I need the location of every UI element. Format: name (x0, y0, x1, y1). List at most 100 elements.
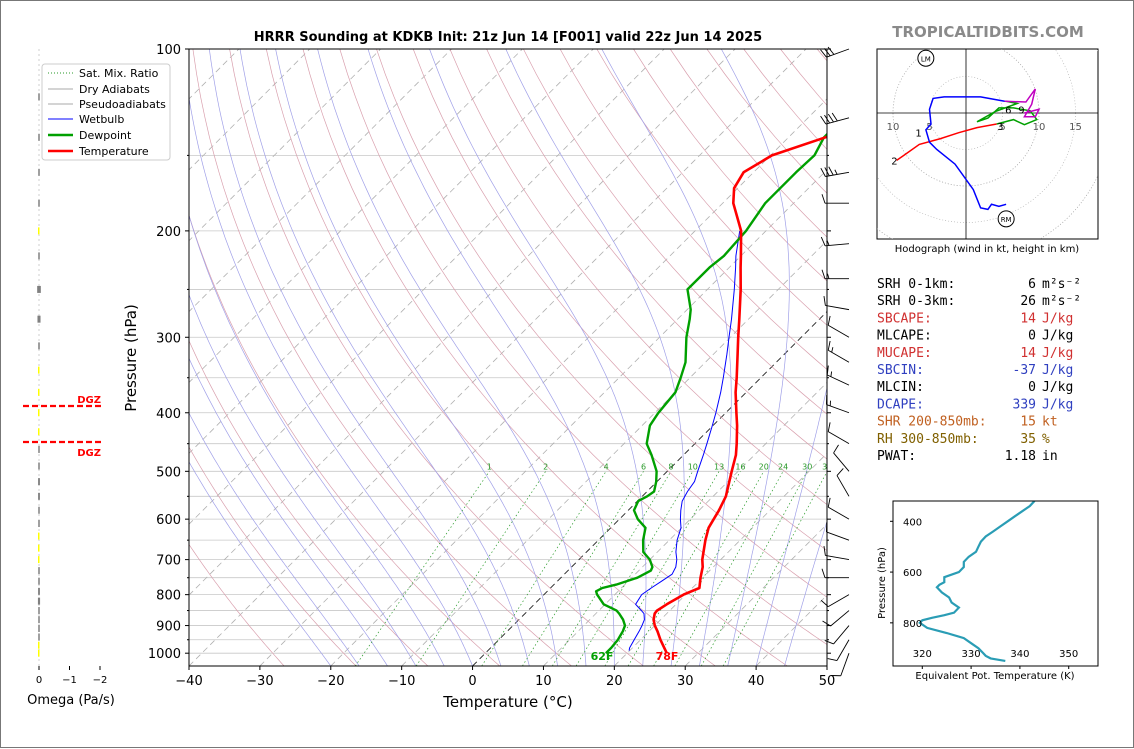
omega-bar (38, 545, 40, 552)
pseudoadiabat (209, 49, 501, 666)
index-unit: m²s⁻² (1042, 294, 1081, 309)
index-label: SHR 200-850mb: (877, 415, 987, 430)
omega-bar (38, 409, 40, 416)
wind-barb-staff (826, 532, 849, 540)
hodo-tick-label: 10 (1033, 122, 1046, 133)
x-tick-label: 20 (606, 674, 623, 689)
wind-barb (828, 316, 849, 337)
mixing-ratio-label: 16 (735, 462, 745, 471)
index-value: 35 (1020, 432, 1036, 447)
omega-bar (38, 93, 40, 100)
wind-barb-half-flag (832, 347, 833, 352)
index-unit: J/kg (1042, 311, 1073, 326)
wind-barb (834, 445, 849, 471)
index-unit: J/kg (1042, 329, 1073, 344)
wind-barb (821, 113, 849, 124)
skewt-frame (189, 49, 827, 666)
pseudoadiabat (318, 49, 586, 666)
y-tick-label: 500 (156, 465, 181, 480)
wind-barb-staff (825, 305, 849, 309)
wind-barb-flag (828, 422, 830, 431)
wind-barb-half-flag (828, 274, 830, 279)
omega-bar (38, 633, 40, 640)
index-value: 6 (1028, 277, 1036, 292)
x-tick-label: −10 (388, 674, 415, 689)
wind-barb-staff (841, 653, 849, 676)
pseudoadiabat (183, 49, 473, 666)
index-value: 0 (1028, 380, 1036, 395)
wind-barb-staff (834, 626, 849, 644)
index-label: PWAT: (877, 449, 916, 464)
omega-bar (38, 389, 40, 396)
mixing-ratio-label: 20 (759, 462, 769, 471)
pseudoadiabat (276, 49, 558, 666)
hodo-height-label: 6 (1005, 105, 1011, 116)
index-label: RH 300-850mb: (877, 432, 979, 447)
wind-barb-flag (824, 546, 825, 555)
legend-item-dewpoint: Dewpoint (79, 129, 132, 142)
omega-bar (38, 507, 40, 514)
wind-barb (826, 395, 849, 413)
omega-bar (38, 520, 40, 527)
wind-barb-staff (828, 507, 849, 519)
hodograph-caption: Hodograph (wind in kt, height in km) (895, 244, 1080, 255)
wind-barb-flag (822, 569, 825, 578)
index-unit: J/kg (1042, 397, 1073, 412)
omega-bar (38, 227, 40, 234)
legend-item-mixratio: Sat. Mix. Ratio (79, 67, 159, 80)
theta-e-frame (893, 501, 1098, 666)
y-tick-label: 900 (156, 620, 181, 635)
wind-barb-half-flag (831, 371, 832, 376)
index-unit: % (1042, 432, 1050, 447)
wind-barb (828, 341, 849, 362)
chart-title: HRRR Sounding at KDKB Init: 21z Jun 14 [… (254, 30, 762, 45)
wind-barb (821, 237, 849, 246)
theta-e-xlabel: Equivalent Pot. Temperature (K) (915, 671, 1074, 682)
x-tick-label: 10 (535, 674, 552, 689)
x-tick-label: −20 (317, 674, 344, 689)
mixing-ratio-line (675, 471, 783, 666)
dry-adiabat (156, 49, 500, 666)
wind-barb (828, 498, 849, 519)
omega-tick-label: −2 (93, 675, 108, 686)
wind-barb (824, 546, 849, 560)
omega-axis-label: Omega (Pa/s) (27, 693, 115, 708)
wind-barb-flag (821, 237, 825, 246)
index-unit: in (1042, 449, 1058, 464)
mixing-ratio-label: 30 (802, 462, 812, 471)
wind-barb (831, 653, 849, 676)
index-label: SRH 0-1km: (877, 277, 955, 292)
dry-adiabat (193, 49, 572, 666)
x-tick-label: 50 (819, 674, 836, 689)
hodo-tick-label: 10 (887, 122, 900, 133)
omega-bar (38, 446, 40, 453)
index-unit: J/kg (1042, 363, 1073, 378)
index-value: 0 (1028, 329, 1036, 344)
omega-bar (38, 616, 40, 623)
y-tick-label: 800 (156, 589, 181, 604)
index-label: MUCAPE: (877, 346, 932, 361)
mixing-ratio-line (552, 471, 671, 666)
surface-temperature-label: 78F (656, 650, 679, 663)
theta-e-ylabel: Pressure (hPa) (877, 547, 888, 619)
omega-bar (38, 625, 40, 632)
wind-barb-staff (837, 476, 849, 497)
omega-bar (38, 342, 40, 349)
wind-barb-flag (821, 50, 827, 57)
omega-bar (38, 463, 40, 470)
wind-barb-flag (828, 316, 830, 325)
pseudoadiabat (430, 49, 647, 666)
dgz-label: DGZ (77, 395, 101, 406)
pseudoadiabat (159, 49, 445, 666)
wind-barb-staff (828, 432, 849, 444)
theta-e-x-tick-label: 350 (1059, 649, 1078, 660)
mixing-ratio-line (522, 471, 643, 666)
omega-bar (38, 598, 40, 605)
hodo-height-label: 2 (891, 156, 897, 167)
y-tick-label: 100 (156, 43, 181, 58)
wind-barbs (821, 47, 849, 676)
index-unit: kt (1042, 415, 1058, 430)
